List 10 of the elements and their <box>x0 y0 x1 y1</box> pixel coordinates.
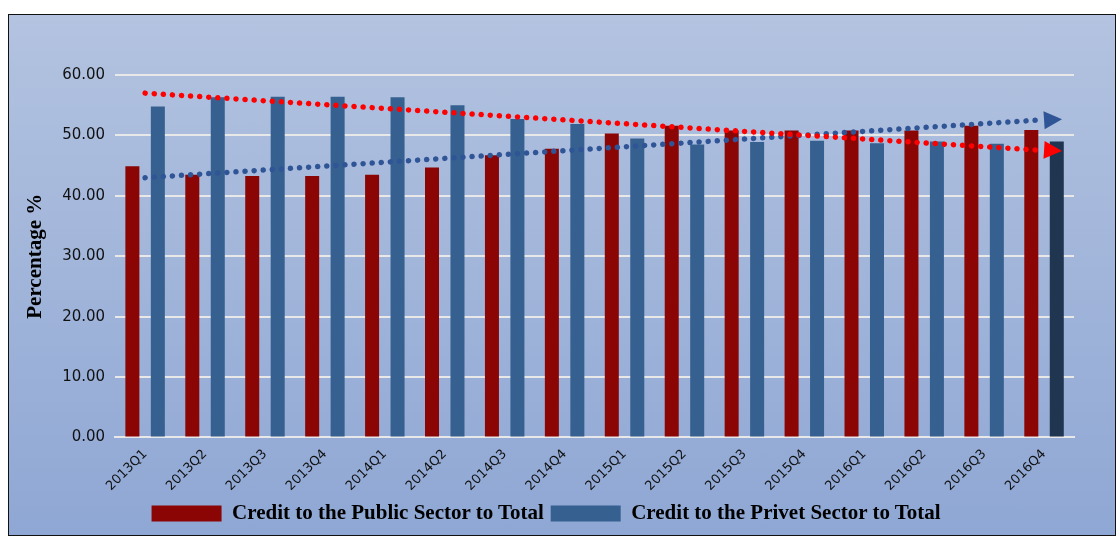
y-tick-label: 40.00 <box>62 185 106 204</box>
y-tick-label: 0.00 <box>71 427 106 446</box>
legend-label: Credit to the Privet Sector to Total <box>631 499 941 524</box>
y-tick-label: 20.00 <box>62 306 106 325</box>
legend-label: Credit to the Public Sector to Total <box>232 499 545 524</box>
y-axis-title: Percentage % <box>22 193 47 319</box>
y-tick-label: 50.00 <box>62 125 106 144</box>
y-tick-label: 30.00 <box>62 246 106 265</box>
y-tick-label: 10.00 <box>62 366 106 385</box>
y-tick-label: 60.00 <box>62 64 106 83</box>
